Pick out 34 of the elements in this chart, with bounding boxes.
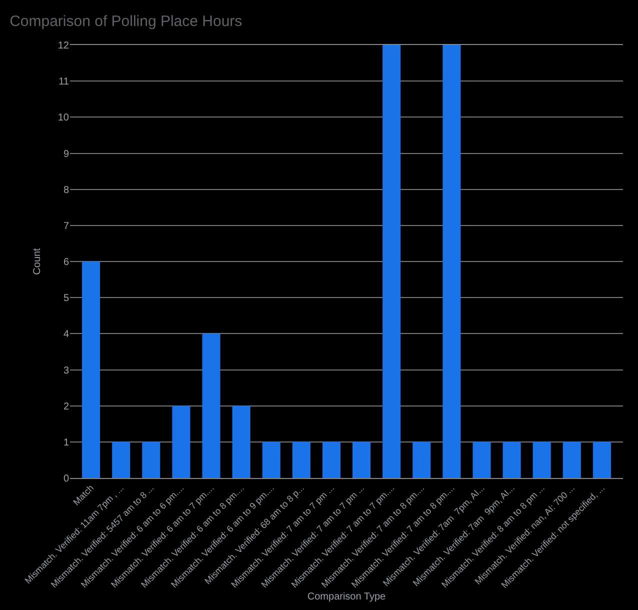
bar — [352, 442, 371, 478]
bar — [532, 442, 551, 478]
y-axis-title: Count — [32, 248, 43, 275]
y-tick-label: 2 — [63, 401, 70, 412]
y-tick-label: 3 — [63, 365, 70, 376]
y-tick-label: 11 — [58, 76, 70, 88]
bar — [262, 442, 280, 478]
chart-title: Comparison of Polling Place Hours — [10, 12, 242, 30]
y-tick-label: 8 — [63, 184, 70, 196]
bar — [322, 442, 340, 478]
bar — [382, 45, 401, 478]
bar — [232, 406, 250, 478]
bar — [412, 442, 431, 478]
y-tick-label: 6 — [63, 257, 70, 268]
y-tick-label: 4 — [63, 329, 70, 340]
y-tick-label: 1 — [63, 437, 70, 448]
bar — [502, 442, 521, 478]
bar — [142, 442, 160, 478]
y-tick-label: 5 — [63, 293, 70, 304]
bar — [592, 442, 611, 478]
y-tick-label: 7 — [63, 220, 70, 232]
bar — [472, 442, 491, 478]
y-tick-label: 10 — [58, 112, 70, 124]
y-tick-label: 0 — [63, 474, 70, 484]
bar — [442, 45, 461, 478]
bar — [172, 406, 190, 478]
bar — [562, 442, 581, 478]
bar — [112, 442, 130, 478]
bar — [292, 442, 310, 478]
bar — [82, 262, 100, 478]
bar — [202, 334, 220, 478]
x-axis-title: Comparison Type — [307, 592, 386, 603]
y-tick-label: 12 — [58, 40, 70, 52]
y-tick-label: 9 — [63, 148, 70, 160]
